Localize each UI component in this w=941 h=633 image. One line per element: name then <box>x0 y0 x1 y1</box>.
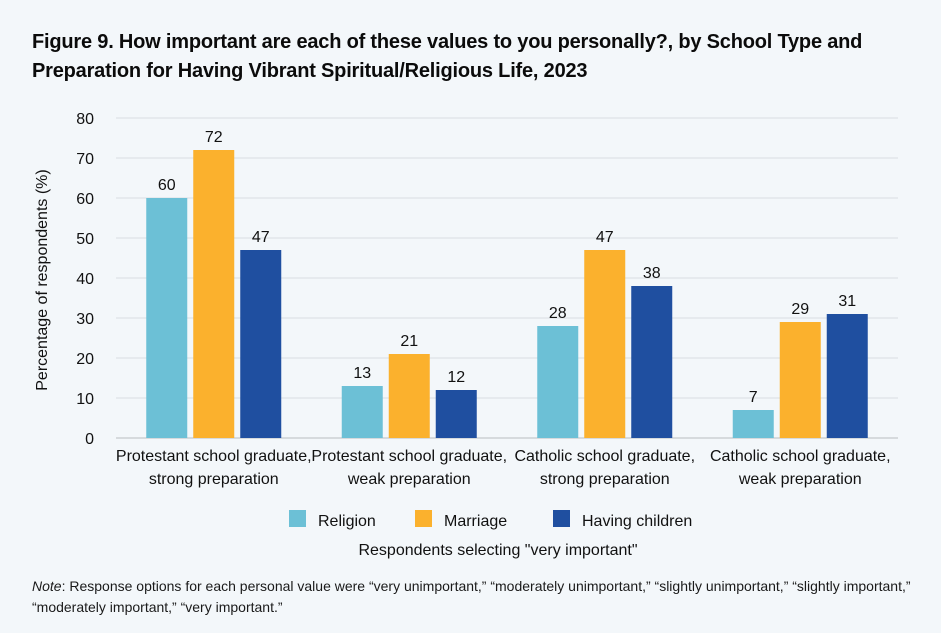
y-tick-label: 20 <box>76 351 94 368</box>
x-tick-label: Protestant school graduate, <box>311 448 507 465</box>
y-tick-label: 50 <box>76 231 94 248</box>
bar-having-children <box>631 286 673 438</box>
x-tick-label: strong preparation <box>149 471 279 488</box>
legend-label: Having children <box>582 513 692 530</box>
bar-marriage <box>388 354 430 438</box>
data-label: 47 <box>252 229 270 246</box>
bar-religion <box>537 326 579 438</box>
data-label: 7 <box>749 389 758 406</box>
y-tick-label: 0 <box>85 431 94 448</box>
legend-label: Marriage <box>444 513 507 530</box>
x-tick-label: Catholic school graduate, <box>514 448 695 465</box>
data-label: 13 <box>353 365 371 382</box>
data-label: 47 <box>596 229 614 246</box>
x-axis-title: Respondents selecting "very important" <box>358 542 637 559</box>
bar-religion <box>341 386 383 438</box>
chart-title: Figure 9. How important are each of thes… <box>32 31 863 82</box>
data-label: 38 <box>643 265 661 282</box>
y-tick-label: 70 <box>76 151 94 168</box>
data-label: 12 <box>447 369 465 386</box>
x-tick-label: weak preparation <box>738 471 862 488</box>
chart-note: Note: Response options for each personal… <box>32 576 912 618</box>
legend: Religion Marriage Having children <box>289 510 692 530</box>
data-label: 60 <box>158 177 176 194</box>
bar-marriage <box>584 250 626 438</box>
legend-swatch <box>415 510 432 527</box>
y-tick-label: 80 <box>76 111 94 128</box>
data-label: 72 <box>205 129 223 146</box>
bar-religion <box>146 198 188 438</box>
legend-swatch <box>289 510 306 527</box>
bar-having-children <box>826 314 868 438</box>
x-tick-label: weak preparation <box>347 471 471 488</box>
y-axis-title: Percentage of respondents (%) <box>34 169 51 390</box>
y-tick-label: 40 <box>76 271 94 288</box>
bar-marriage <box>779 322 821 438</box>
x-tick-label: Protestant school graduate, <box>116 448 312 465</box>
note-label: Note <box>32 578 62 594</box>
bars <box>146 150 868 438</box>
note-text: : Response options for each personal val… <box>32 578 911 615</box>
y-axis: 0 10 20 30 40 50 60 70 80 Percentage of responden… <box>34 111 94 448</box>
bar-marriage <box>193 150 235 438</box>
data-label: 28 <box>549 305 567 322</box>
bar-having-children <box>435 390 477 438</box>
x-tick-label: strong preparation <box>540 471 670 488</box>
x-axis: Protestant school graduate, strong prepar… <box>116 448 891 559</box>
data-label: 29 <box>791 301 809 318</box>
legend-label: Religion <box>318 513 376 530</box>
data-labels: 60 72 47 13 21 12 28 47 38 7 29 31 <box>158 129 856 406</box>
data-label: 21 <box>400 333 418 350</box>
x-tick-label: Catholic school graduate, <box>710 448 891 465</box>
y-tick-label: 10 <box>76 391 94 408</box>
data-label: 31 <box>838 293 856 310</box>
bar-having-children <box>240 250 282 438</box>
bar-religion <box>732 410 774 438</box>
legend-swatch <box>553 510 570 527</box>
y-tick-label: 30 <box>76 311 94 328</box>
y-tick-label: 60 <box>76 191 94 208</box>
